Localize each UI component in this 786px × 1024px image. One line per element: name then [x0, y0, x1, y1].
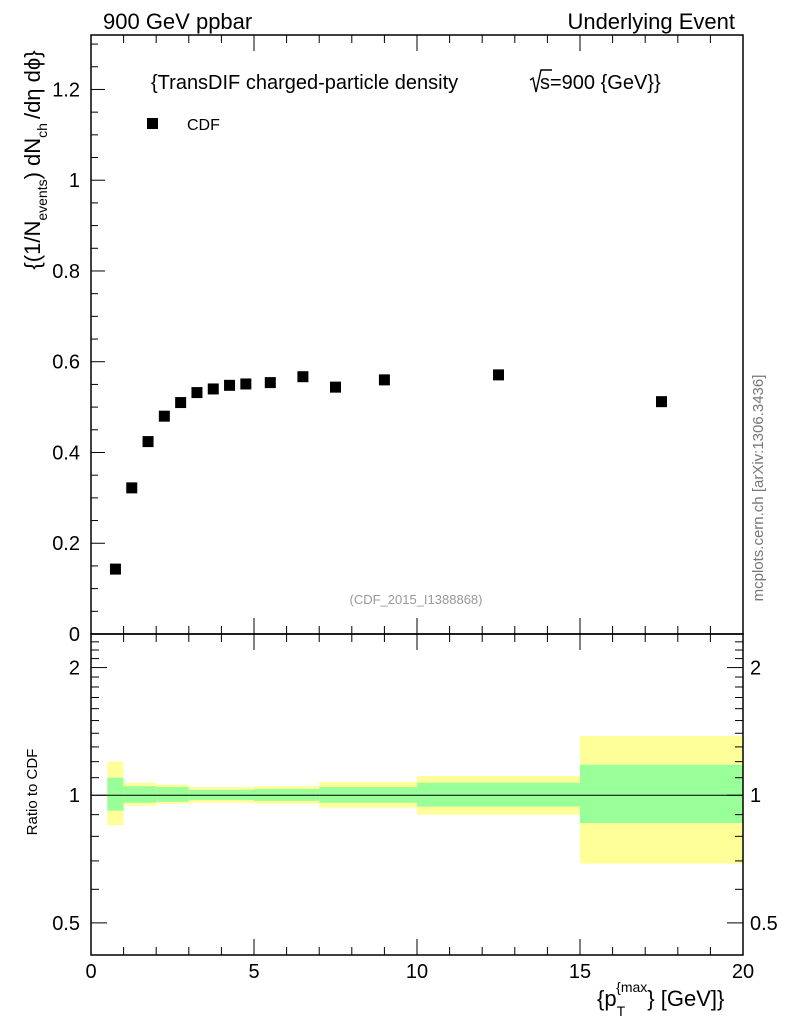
ylabel-tail: /dη dϕ} [20, 50, 45, 119]
data-point-cdf [142, 436, 154, 448]
ylabel-mid: ) dN [20, 138, 45, 180]
ratio-stat-band [580, 764, 743, 824]
main-data-points [109, 369, 667, 575]
xlabel-sub: T [617, 1003, 626, 1019]
ratio-bands [107, 735, 743, 864]
data-point-cdf [240, 378, 252, 390]
analysis-watermark: (CDF_2015_I1388868) [350, 592, 483, 607]
main-y-axis: 0 0.2 0.4 0.6 0.8 1 1.2 [52, 43, 105, 646]
data-point-cdf [126, 482, 138, 494]
main-y-tick-label: 1 [69, 170, 80, 192]
ratio-y-label: Ratio to CDF [24, 749, 41, 836]
main-y-label: {(1/Nevents) dNch/dη dϕ} [20, 50, 50, 269]
data-point-cdf [207, 383, 219, 395]
xlabel-close: } [GeV]} [647, 986, 724, 1011]
data-point-cdf [224, 379, 236, 391]
main-plot: 0 0.2 0.4 0.6 0.8 1 1.2 {TransDIF charged-part… [52, 34, 744, 646]
header-right: Underlying Event [567, 9, 735, 34]
x-tick-label: 15 [569, 961, 591, 983]
data-point-cdf [330, 381, 341, 393]
plot-title-text: {TransDIF charged-particle density [151, 72, 458, 94]
ratio-x-axis: 0 5 10 15 20 [85, 634, 754, 983]
ylabel-events-sub: events [34, 179, 50, 220]
plot-title-sqrt: s [540, 72, 550, 94]
ratio-stat-band [417, 782, 580, 807]
ylabel-ch-sub: ch [34, 123, 50, 138]
data-point-cdf [191, 387, 203, 399]
data-point-cdf [158, 410, 170, 422]
xlabel-open: {p [597, 986, 617, 1011]
ratio-plot: 0.5 0.5 1 1 2 2 0 5 10 15 20 [52, 633, 778, 983]
header-left: 900 GeV ppbar [103, 9, 252, 34]
x-tick-label: 20 [732, 961, 754, 983]
data-point-cdf [493, 369, 504, 381]
ratio-y-tick-label-left: 2 [69, 658, 80, 680]
main-y-tick-label: 0.4 [52, 442, 80, 464]
plot-title-energy-value: =900 {GeV}} [550, 72, 661, 94]
sqrt-symbol [529, 69, 552, 93]
ratio-stat-band [107, 777, 124, 811]
ratio-y-axis: 0.5 0.5 1 1 2 2 [52, 641, 778, 935]
data-point-cdf [175, 397, 187, 409]
sqrt-symbol-path [529, 69, 552, 93]
main-y-tick-label: 1.2 [52, 79, 80, 101]
legend-marker-cdf [147, 118, 158, 129]
x-tick-label: 10 [406, 961, 428, 983]
x-tick-label: 5 [248, 961, 259, 983]
ratio-y-tick-label-right: 0.5 [750, 913, 778, 935]
legend-label-cdf: CDF [187, 117, 220, 134]
data-point-cdf [109, 563, 121, 575]
x-tick-label: 0 [85, 961, 96, 983]
plot-title-energy: s=900 {GeV}} [540, 72, 661, 94]
ratio-y-tick-label-right: 2 [750, 658, 761, 680]
data-point-cdf [264, 377, 276, 389]
data-point-cdf [297, 371, 309, 383]
side-label: mcplots.cern.ch [arXiv:1306.3436] [750, 375, 767, 602]
main-y-tick-label: 0.6 [52, 352, 80, 374]
main-y-tick-label: 0.8 [52, 261, 80, 283]
ratio-stat-band [123, 786, 157, 803]
data-point-cdf [656, 396, 667, 408]
plot-title: {TransDIF charged-particle density [151, 72, 458, 94]
ylabel-open: {(1/N [20, 221, 45, 270]
xlabel-sup: {max [616, 979, 647, 995]
ratio-y-tick-label-left: 0.5 [52, 913, 80, 935]
legend: CDF [147, 117, 220, 134]
ratio-stat-band [156, 787, 189, 802]
main-y-tick-label: 0.2 [52, 533, 80, 555]
main-x-ticks [90, 35, 744, 634]
data-point-cdf [378, 374, 390, 386]
ratio-y-tick-label-right: 1 [750, 785, 761, 807]
main-y-tick-label: 0 [69, 624, 80, 646]
x-axis-label: {pT {max} [GeV]} [597, 979, 724, 1019]
ratio-y-tick-label-left: 1 [69, 785, 80, 807]
